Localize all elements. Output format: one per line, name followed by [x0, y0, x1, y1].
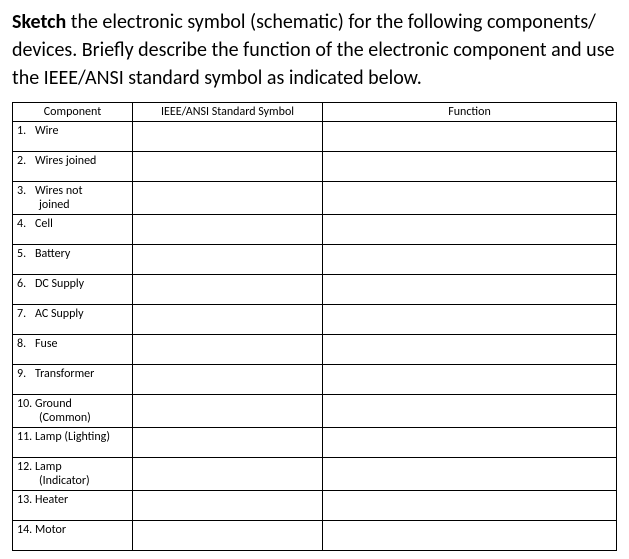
row-number: 11. — [17, 430, 35, 444]
row-number: 9. — [17, 367, 35, 381]
cell-component: 2.Wires joined — [13, 152, 133, 182]
cell-component: 3.Wires notjoined — [13, 182, 133, 215]
row-name: AC Supply — [35, 307, 84, 321]
cell-symbol — [133, 428, 323, 458]
row-number: 10. — [17, 397, 35, 411]
cell-component: 10.Ground(Common) — [13, 395, 133, 428]
row-name: Fuse — [35, 337, 57, 351]
row-name-line2: (Common) — [17, 411, 128, 425]
row-name: Motor — [35, 523, 66, 537]
row-name: Wires joined — [35, 154, 96, 168]
row-name: Ground — [35, 397, 72, 411]
cell-symbol — [133, 182, 323, 215]
table-row: 5.Battery — [13, 245, 617, 275]
table-row: 2.Wires joined — [13, 152, 617, 182]
cell-function — [323, 428, 617, 458]
instruction-rest: the electronic symbol (schematic) for th… — [12, 10, 614, 90]
row-name: Transformer — [35, 367, 94, 381]
cell-symbol — [133, 491, 323, 521]
row-name: Wire — [35, 124, 58, 138]
cell-function — [323, 182, 617, 215]
cell-function — [323, 335, 617, 365]
table-row: 6.DC Supply — [13, 275, 617, 305]
row-number: 7. — [17, 307, 35, 321]
cell-symbol — [133, 245, 323, 275]
cell-symbol — [133, 335, 323, 365]
cell-function — [323, 152, 617, 182]
row-name-line2: joined — [17, 198, 128, 212]
row-name: DC Supply — [35, 277, 84, 291]
cell-function — [323, 122, 617, 152]
cell-component: 13.Heater — [13, 491, 133, 521]
row-name: Lamp — [35, 460, 62, 474]
cell-component: 1.Wire — [13, 122, 133, 152]
cell-component: 14.Motor — [13, 521, 133, 551]
cell-component: 5.Battery — [13, 245, 133, 275]
table-row: 9.Transformer — [13, 365, 617, 395]
cell-symbol — [133, 152, 323, 182]
row-name: Battery — [35, 247, 70, 261]
row-number: 8. — [17, 337, 35, 351]
header-symbol: IEEE/ANSI Standard Symbol — [133, 103, 323, 122]
components-table: Component IEEE/ANSI Standard Symbol Func… — [12, 102, 617, 551]
table-row: 11.Lamp (Lighting) — [13, 428, 617, 458]
row-name: Heater — [35, 493, 68, 507]
cell-symbol — [133, 275, 323, 305]
table-row: 12.Lamp(Indicator) — [13, 458, 617, 491]
table-row: 3.Wires notjoined — [13, 182, 617, 215]
cell-function — [323, 395, 617, 428]
cell-symbol — [133, 122, 323, 152]
row-name-line2: (Indicator) — [17, 474, 128, 488]
cell-function — [323, 365, 617, 395]
cell-symbol — [133, 365, 323, 395]
table-row: 7.AC Supply — [13, 305, 617, 335]
cell-function — [323, 521, 617, 551]
row-name: Wires not — [35, 184, 82, 198]
table-row: 13.Heater — [13, 491, 617, 521]
header-component: Component — [13, 103, 133, 122]
table-row: 1.Wire — [13, 122, 617, 152]
row-number: 13. — [17, 493, 35, 507]
cell-function — [323, 245, 617, 275]
cell-component: 6.DC Supply — [13, 275, 133, 305]
cell-function — [323, 491, 617, 521]
cell-component: 9.Transformer — [13, 365, 133, 395]
row-name: Cell — [35, 217, 53, 231]
cell-component: 11.Lamp (Lighting) — [13, 428, 133, 458]
row-number: 4. — [17, 217, 35, 231]
cell-function — [323, 458, 617, 491]
table-row: 8.Fuse — [13, 335, 617, 365]
row-number: 5. — [17, 247, 35, 261]
cell-function — [323, 305, 617, 335]
instruction-text: Sketch the electronic symbol (schematic)… — [12, 8, 617, 92]
instruction-bold: Sketch — [12, 10, 66, 34]
header-function: Function — [323, 103, 617, 122]
table-row: 14.Motor — [13, 521, 617, 551]
row-number: 6. — [17, 277, 35, 291]
cell-function — [323, 215, 617, 245]
row-number: 1. — [17, 124, 35, 138]
cell-symbol — [133, 521, 323, 551]
cell-component: 8.Fuse — [13, 335, 133, 365]
cell-symbol — [133, 215, 323, 245]
row-number: 2. — [17, 154, 35, 168]
cell-symbol — [133, 458, 323, 491]
row-number: 14. — [17, 523, 35, 537]
row-number: 12. — [17, 460, 35, 474]
cell-function — [323, 275, 617, 305]
cell-symbol — [133, 395, 323, 428]
table-row: 4.Cell — [13, 215, 617, 245]
table-header-row: Component IEEE/ANSI Standard Symbol Func… — [13, 103, 617, 122]
row-name: Lamp (Lighting) — [35, 430, 110, 444]
cell-component: 4.Cell — [13, 215, 133, 245]
cell-component: 7.AC Supply — [13, 305, 133, 335]
row-number: 3. — [17, 184, 35, 198]
cell-component: 12.Lamp(Indicator) — [13, 458, 133, 491]
cell-symbol — [133, 305, 323, 335]
table-row: 10.Ground(Common) — [13, 395, 617, 428]
